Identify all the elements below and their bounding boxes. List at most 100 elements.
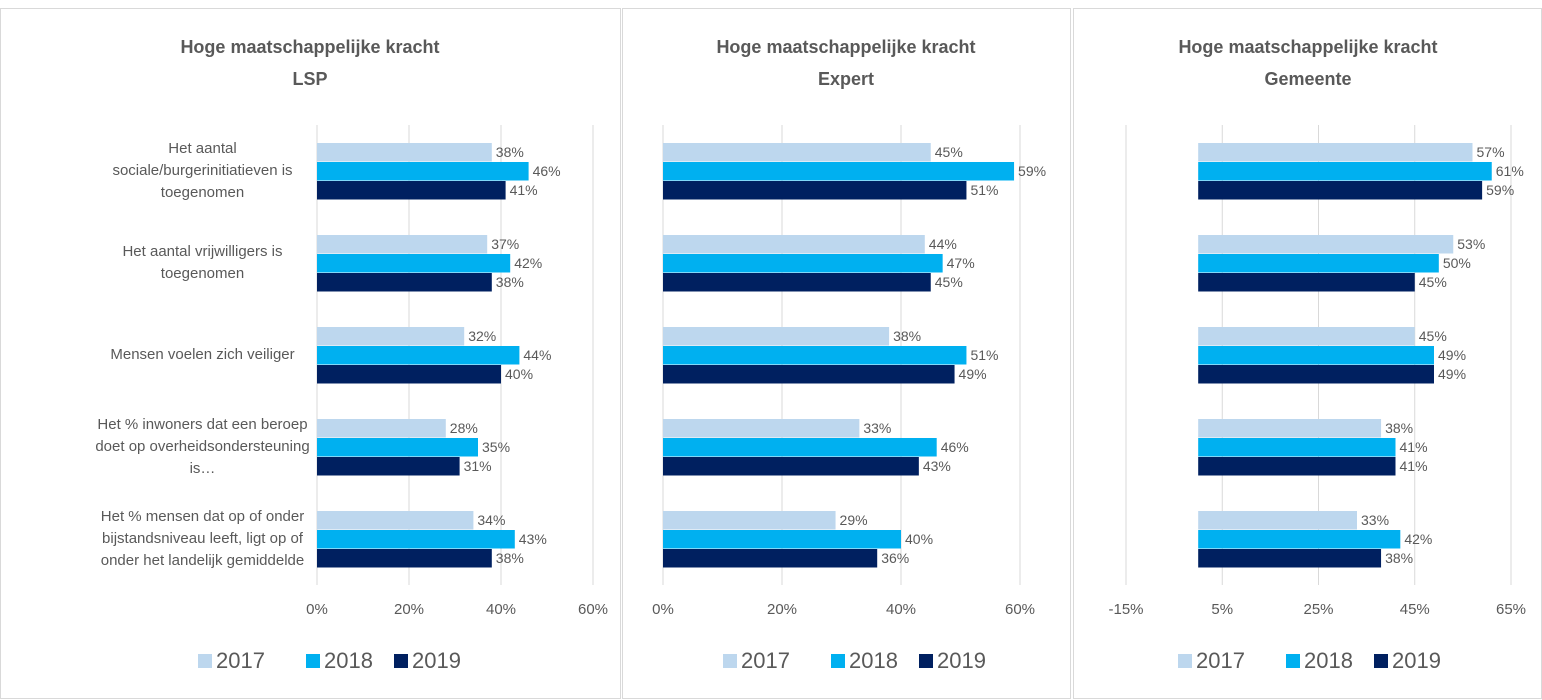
bar <box>663 365 955 384</box>
legend-label: 2019 <box>412 648 461 673</box>
data-label: 32% <box>468 328 496 344</box>
bar <box>663 530 901 549</box>
bar <box>317 457 460 476</box>
bar <box>317 365 501 384</box>
legend-label: 2018 <box>849 648 898 673</box>
bar <box>1198 511 1357 530</box>
chart-title: Hoge maatschappelijke kracht <box>1178 37 1437 57</box>
data-label: 36% <box>881 550 909 566</box>
bar <box>317 511 474 530</box>
bar <box>663 254 943 273</box>
data-label: 53% <box>1457 236 1485 252</box>
data-label: 35% <box>482 439 510 455</box>
bar <box>663 273 931 292</box>
bar <box>1198 235 1454 254</box>
x-tick-label: 0% <box>652 601 674 618</box>
data-label: 45% <box>1419 274 1447 290</box>
x-tick-label: 45% <box>1400 601 1430 618</box>
x-tick-label: 0% <box>306 601 328 618</box>
x-tick-label: 5% <box>1211 601 1233 618</box>
bar <box>1198 181 1483 200</box>
bar <box>317 327 465 346</box>
bar <box>317 181 506 200</box>
data-label: 38% <box>496 274 524 290</box>
data-label: 46% <box>941 439 969 455</box>
data-label: 59% <box>1486 182 1514 198</box>
data-label: 44% <box>523 347 551 363</box>
legend-swatch <box>723 654 737 668</box>
x-tick-label: 20% <box>767 601 797 618</box>
data-label: 29% <box>840 512 868 528</box>
x-tick-label: 60% <box>578 601 608 618</box>
category-label: Het aantal vrijwilligers is toegenomen <box>122 243 283 282</box>
x-tick-label: 60% <box>1005 601 1035 618</box>
bar <box>1198 530 1401 549</box>
bar <box>317 438 478 457</box>
bar <box>663 419 860 438</box>
legend-label: 2017 <box>1196 648 1245 673</box>
legend-label: 2017 <box>216 648 265 673</box>
legend-swatch <box>831 654 845 668</box>
data-label: 43% <box>519 531 547 547</box>
chart-title: Hoge maatschappelijke kracht <box>180 37 439 57</box>
data-label: 49% <box>959 366 987 382</box>
data-label: 45% <box>935 144 963 160</box>
data-label: 50% <box>1443 255 1471 271</box>
data-label: 57% <box>1477 144 1505 160</box>
data-label: 49% <box>1438 366 1466 382</box>
bar <box>1198 365 1434 384</box>
bar <box>1198 162 1492 181</box>
chart-subtitle: Gemeente <box>1264 69 1351 89</box>
bar <box>663 235 925 254</box>
legend-swatch <box>394 654 408 668</box>
bar <box>663 346 967 365</box>
category-label: Het % inwoners dat een beroep doet op ov… <box>95 416 310 477</box>
bar <box>1198 438 1396 457</box>
x-tick-label: 40% <box>486 601 516 618</box>
bar <box>317 235 488 254</box>
data-label: 28% <box>450 420 478 436</box>
data-label: 41% <box>510 182 538 198</box>
chart-title: Hoge maatschappelijke kracht <box>716 37 975 57</box>
bar <box>1198 457 1396 476</box>
data-label: 33% <box>863 420 891 436</box>
bar <box>317 346 520 365</box>
data-label: 51% <box>970 182 998 198</box>
bar <box>1198 419 1382 438</box>
data-label: 31% <box>464 458 492 474</box>
bar <box>1198 143 1473 162</box>
data-label: 47% <box>947 255 975 271</box>
data-label: 42% <box>1404 531 1432 547</box>
data-label: 33% <box>1361 512 1389 528</box>
legend-label: 2019 <box>1392 648 1441 673</box>
data-label: 38% <box>496 550 524 566</box>
data-label: 45% <box>1419 328 1447 344</box>
data-label: 42% <box>514 255 542 271</box>
legend-swatch <box>1374 654 1388 668</box>
category-label: Het aantal sociale/burgerinitiatieven is… <box>112 140 293 201</box>
x-tick-label: 20% <box>394 601 424 618</box>
data-label: 51% <box>970 347 998 363</box>
bar <box>663 549 878 568</box>
data-label: 37% <box>491 236 519 252</box>
bar <box>663 162 1015 181</box>
legend-label: 2018 <box>1304 648 1353 673</box>
bar <box>317 419 446 438</box>
bar <box>317 530 515 549</box>
category-label: Het % mensen dat op of onder bijstandsni… <box>100 508 305 569</box>
data-label: 41% <box>1400 458 1428 474</box>
legend-swatch <box>919 654 933 668</box>
bar <box>663 457 919 476</box>
bar <box>1198 549 1382 568</box>
legend-swatch <box>198 654 212 668</box>
legend-swatch <box>1178 654 1192 668</box>
data-label: 40% <box>905 531 933 547</box>
chart-subtitle: LSP <box>292 69 327 89</box>
bar <box>663 327 890 346</box>
x-tick-label: -15% <box>1108 601 1143 618</box>
bar <box>1198 254 1439 273</box>
bar <box>663 511 836 530</box>
chart-subtitle: Expert <box>818 69 874 89</box>
data-label: 40% <box>505 366 533 382</box>
